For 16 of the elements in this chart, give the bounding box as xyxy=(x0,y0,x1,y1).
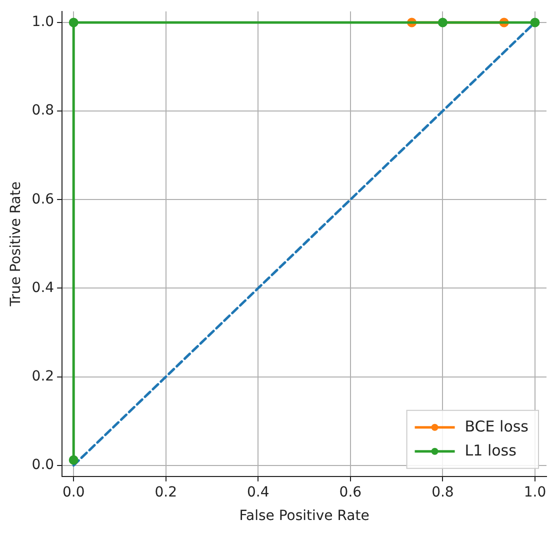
x-tick-label: 0.6 xyxy=(339,484,362,500)
y-tick-label: 0.2 xyxy=(32,368,54,384)
y-axis-title: True Positive Rate xyxy=(8,182,24,308)
x-tick-label: 0.4 xyxy=(247,484,270,500)
legend-label: BCE loss xyxy=(464,417,529,436)
x-tick-label: 0.2 xyxy=(154,484,178,500)
x-tick-label: 0.0 xyxy=(62,484,85,500)
x-tick-label: 1.0 xyxy=(524,484,546,500)
x-axis-title: False Positive Rate xyxy=(239,508,370,524)
y-tick-label: 0.6 xyxy=(32,191,54,208)
y-tick-label: 0.8 xyxy=(32,102,54,119)
y-tick-label: 0.0 xyxy=(32,456,54,473)
legend-label: L1 loss xyxy=(464,441,517,460)
x-tick-label: 0.8 xyxy=(432,484,454,500)
y-tick-label: 1.0 xyxy=(32,14,54,30)
y-tick-label: 0.4 xyxy=(32,280,54,296)
